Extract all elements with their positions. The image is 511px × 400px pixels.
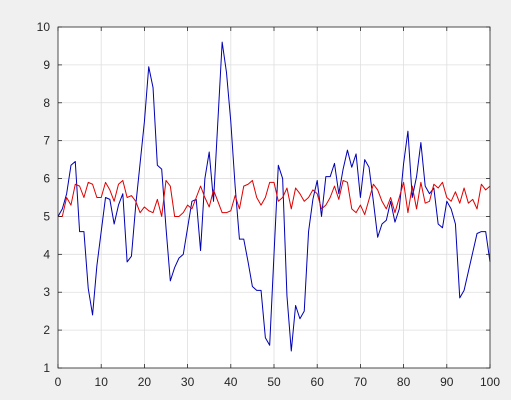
x-tick-label: 60: [311, 375, 325, 389]
x-tick-label: 90: [440, 375, 454, 389]
x-tick-label: 50: [267, 375, 281, 389]
x-tick-label: 40: [224, 375, 238, 389]
x-axis-tick-labels: 0 10 20 30 40 50 60 70 80 90 100: [55, 375, 501, 389]
y-tick-label: 8: [43, 96, 50, 110]
y-tick-label: 9: [43, 58, 50, 72]
y-tick-label: 7: [43, 134, 50, 148]
y-tick-label: 3: [43, 285, 50, 299]
y-tick-label: 1: [43, 361, 50, 375]
series-line-2: [58, 179, 491, 217]
y-tick-label: 2: [43, 323, 50, 337]
x-tick-label: 10: [95, 375, 109, 389]
x-tick-label: 30: [181, 375, 195, 389]
x-tick-label: 20: [138, 375, 152, 389]
series-line-1: [57, 41, 491, 352]
tick-marks: [57, 26, 491, 369]
x-tick-label: 80: [397, 375, 411, 389]
y-tick-label: 10: [37, 20, 51, 34]
series-group: [57, 41, 491, 352]
y-tick-label: 6: [43, 172, 50, 186]
y-tick-label: 5: [43, 209, 50, 223]
x-tick-label: 0: [55, 375, 62, 389]
x-tick-label: 100: [480, 375, 500, 389]
y-tick-label: 4: [43, 247, 50, 261]
y-axis-tick-labels: 1 2 3 4 5 6 7 8 9 10: [37, 20, 51, 375]
x-tick-label: 70: [354, 375, 368, 389]
